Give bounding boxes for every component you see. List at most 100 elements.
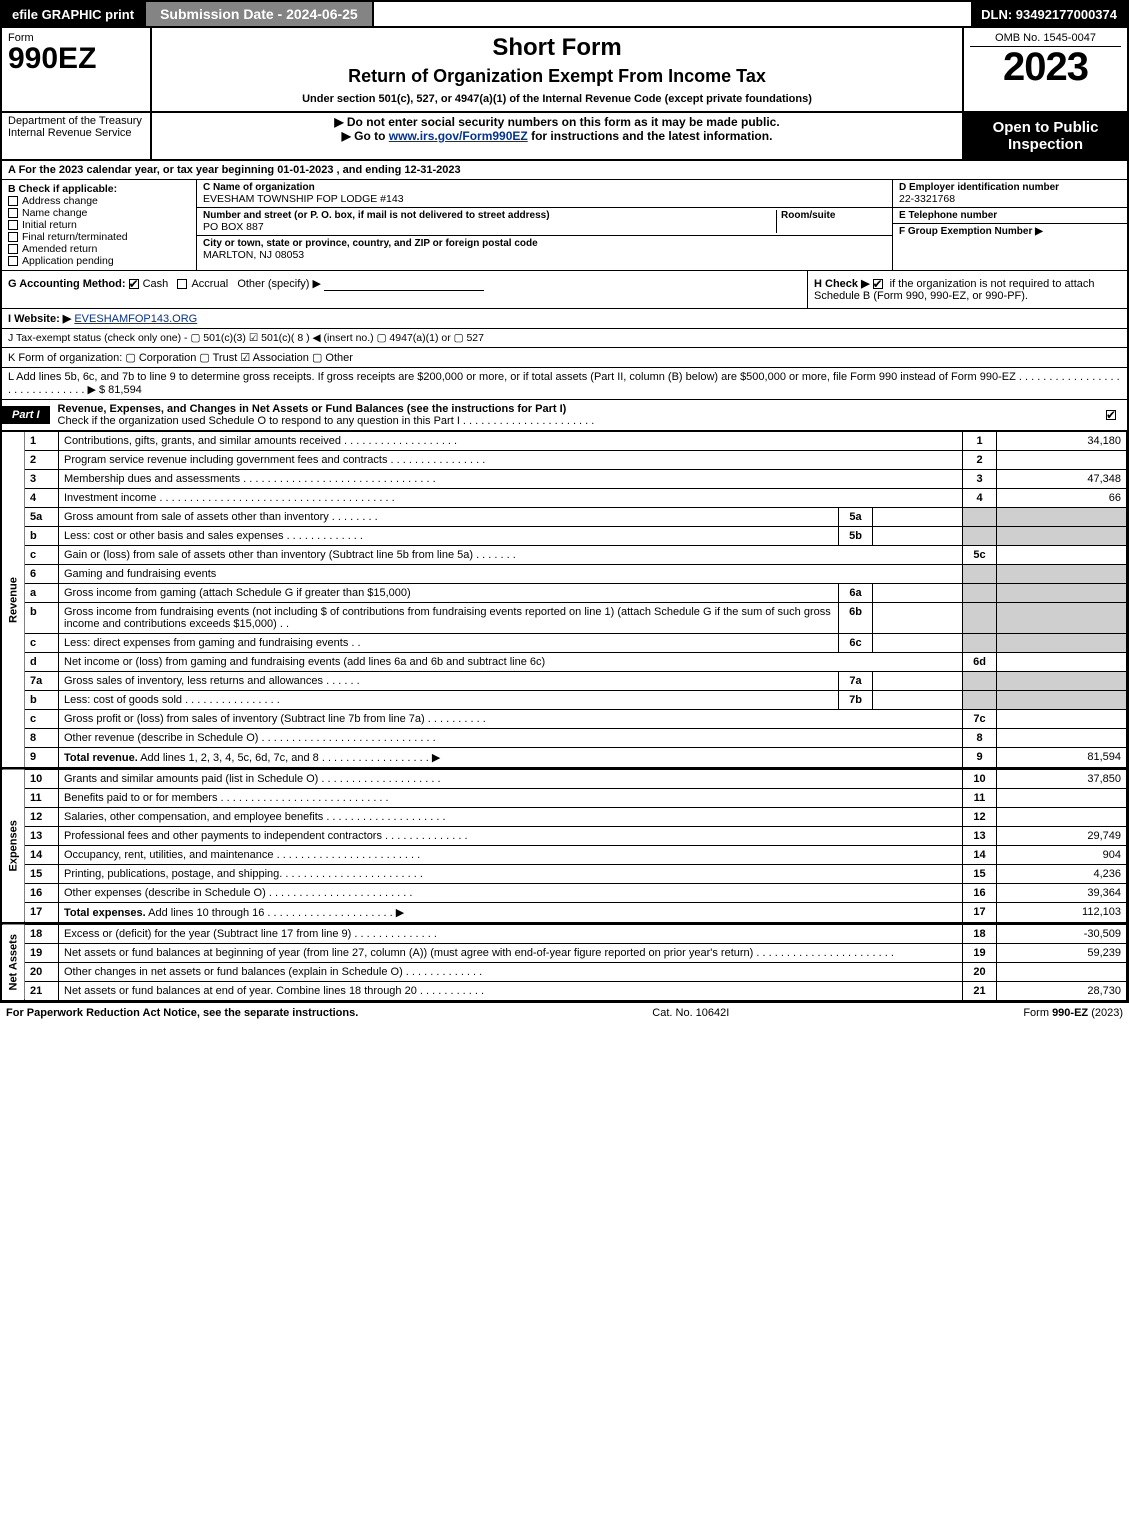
line-ref-number: 14 [963,846,997,865]
section-a-tax-year: A For the 2023 calendar year, or tax yea… [2,161,1127,180]
table-row: bLess: cost or other basis and sales exp… [2,527,1127,546]
section-l-gross-receipts: L Add lines 5b, 6c, and 7b to line 9 to … [2,368,1127,400]
line-ref-number: 5c [963,546,997,565]
omb-year-box: OMB No. 1545-0047 2023 [962,28,1127,111]
line-number: 10 [25,769,59,789]
chk-name-change[interactable]: Name change [8,207,190,219]
section-def: D Employer identification number 22-3321… [892,180,1127,270]
chk-application-pending[interactable]: Application pending [8,255,190,267]
table-row: 20Other changes in net assets or fund ba… [2,963,1127,982]
topbar-spacer [374,2,971,26]
goto-post: for instructions and the latest informat… [528,129,773,143]
street-value: PO BOX 887 [203,221,776,233]
irs-link[interactable]: www.irs.gov/Form990EZ [389,129,528,143]
line-ref-shaded [963,672,997,691]
section-h-schedule-b: H Check ▶ if the organization is not req… [807,271,1127,308]
street-label: Number and street (or P. O. box, if mail… [203,210,776,221]
line-description: Other expenses (describe in Schedule O) … [59,884,963,903]
table-row: 2Program service revenue including gover… [2,451,1127,470]
table-row: 6Gaming and fundraising events [2,565,1127,584]
line-ref-number: 11 [963,789,997,808]
tax-year: 2023 [970,47,1121,87]
table-row: 13Professional fees and other payments t… [2,827,1127,846]
i-label: I Website: ▶ [8,313,71,325]
amount-shaded [997,634,1127,653]
website-link[interactable]: EVESHAMFOP143.ORG [74,313,197,325]
line-ref-shaded [963,508,997,527]
line-number: 19 [25,944,59,963]
line-description: Salaries, other compensation, and employ… [59,808,963,827]
line-ref-number: 15 [963,865,997,884]
ssn-warning: ▶ Do not enter social security numbers o… [162,115,952,129]
goto-pre: ▶ Go to [342,129,389,143]
telephone-cell: E Telephone number [893,208,1127,224]
amount-shaded [997,527,1127,546]
chk-address-change[interactable]: Address change [8,195,190,207]
section-g-accounting: G Accounting Method: Cash Accrual Other … [2,271,807,308]
line-number: c [25,546,59,565]
line-amount: 34,180 [997,432,1127,451]
line-description: Net assets or fund balances at end of ye… [59,982,963,1001]
form-title-box: Short Form Return of Organization Exempt… [152,28,962,111]
dept-row: Department of the Treasury Internal Reve… [2,113,1127,161]
line-number: a [25,584,59,603]
part-1-title: Revenue, Expenses, and Changes in Net As… [50,400,1099,430]
part-1-schedule-o-check[interactable] [1099,409,1127,421]
h-label: H Check ▶ [814,278,873,290]
city-cell: City or town, state or province, country… [197,236,892,263]
part-1-header: Part I Revenue, Expenses, and Changes in… [2,400,1127,431]
line-ref-number: 18 [963,924,997,944]
line-description: Printing, publications, postage, and shi… [59,865,963,884]
chk-cash[interactable] [129,279,139,289]
chk-accrual[interactable] [177,279,187,289]
efile-print-label[interactable]: efile GRAPHIC print [2,2,144,26]
line-number: 1 [25,432,59,451]
line-ref-shaded [963,584,997,603]
chk-schedule-b-not-required[interactable] [873,279,883,289]
catalog-number: Cat. No. 10642I [652,1007,729,1019]
table-row: 21Net assets or fund balances at end of … [2,982,1127,1001]
table-row: 8Other revenue (describe in Schedule O) … [2,729,1127,748]
group-exemption-label: F Group Exemption Number ▶ [899,226,1121,237]
section-vertical-label: Revenue [2,432,25,768]
chk-final-return[interactable]: Final return/terminated [8,231,190,243]
goto-line: ▶ Go to www.irs.gov/Form990EZ for instru… [162,129,952,143]
chk-initial-return[interactable]: Initial return [8,219,190,231]
line-amount [997,789,1127,808]
line-ref-number: 1 [963,432,997,451]
amount-shaded [997,691,1127,710]
table-row: aGross income from gaming (attach Schedu… [2,584,1127,603]
line-description: Grants and similar amounts paid (list in… [59,769,963,789]
line-amount [997,653,1127,672]
chk-amended-return[interactable]: Amended return [8,243,190,255]
line-description: Membership dues and assessments . . . . … [59,470,963,489]
line-number: 5a [25,508,59,527]
line-amount: 112,103 [997,903,1127,923]
table-row: 4Investment income . . . . . . . . . . .… [2,489,1127,508]
line-description: Occupancy, rent, utilities, and maintena… [59,846,963,865]
table-row: 12Salaries, other compensation, and empl… [2,808,1127,827]
gh-section: G Accounting Method: Cash Accrual Other … [2,271,1127,309]
table-row: bLess: cost of goods sold . . . . . . . … [2,691,1127,710]
line-ref-shaded [963,603,997,634]
line-ref-number: 3 [963,470,997,489]
line-ref-number: 8 [963,729,997,748]
line-ref-shaded [963,527,997,546]
room-suite-box: Room/suite [776,210,886,233]
line-amount: 59,239 [997,944,1127,963]
line-number: 14 [25,846,59,865]
line-amount: 4,236 [997,865,1127,884]
group-exemption-cell: F Group Exemption Number ▶ [893,224,1127,239]
dept-instructions: ▶ Do not enter social security numbers o… [152,113,962,159]
section-b-check-applicable: B Check if applicable: Address change Na… [2,180,197,270]
line-amount [997,546,1127,565]
line-description: Gross income from fundraising events (no… [59,603,839,634]
line-number: 9 [25,748,59,768]
street-cell: Number and street (or P. O. box, if mail… [197,208,892,236]
form-number-box: Form 990EZ [2,28,152,111]
line-description: Benefits paid to or for members . . . . … [59,789,963,808]
amount-shaded [997,603,1127,634]
other-specify-input[interactable] [324,278,484,291]
org-name-label: C Name of organization [203,182,886,193]
table-row: 17Total expenses. Add lines 10 through 1… [2,903,1127,923]
